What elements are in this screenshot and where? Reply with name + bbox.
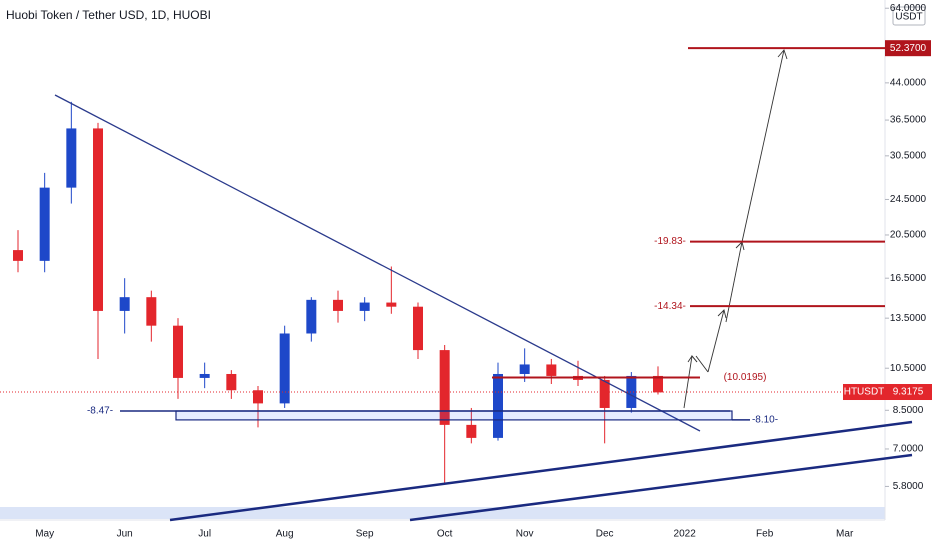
price-level-label: (10.0195): [724, 372, 767, 383]
candle-body: [599, 379, 610, 408]
date-range-highlight: [0, 507, 885, 519]
x-tick-label: Nov: [516, 529, 534, 540]
candle-body: [359, 302, 370, 311]
marks: [13, 101, 663, 484]
arrow: [741, 49, 785, 243]
candle-body: [66, 128, 77, 188]
price-level-label: -19.83-: [654, 236, 686, 247]
x-tick-label: May: [35, 529, 54, 540]
candle-body: [653, 375, 663, 393]
price-level-label: 52.3700: [890, 43, 927, 54]
support-zone: [175, 410, 733, 421]
y-tick-label: 5.8000: [893, 481, 924, 492]
candle-body: [413, 306, 423, 351]
support-trendline: [409, 453, 913, 522]
y-tick-label: 64.0000: [890, 3, 927, 14]
current-price-name: HTUSDT: [844, 387, 885, 398]
candle-body: [386, 302, 397, 307]
arrow-head: [717, 309, 727, 319]
y-tick-label: 44.0000: [890, 77, 927, 88]
candle-body: [119, 297, 130, 311]
currency-box[interactable]: [892, 6, 926, 26]
arrow: [695, 355, 709, 373]
x-tick-label: 2022: [674, 529, 697, 540]
y-tick-label: 36.5000: [890, 115, 927, 126]
candle-body: [253, 390, 263, 404]
y-tick-label: 24.5000: [890, 194, 927, 205]
x-tick-label: Oct: [437, 529, 453, 540]
candle-body: [146, 297, 157, 326]
current-price-value: 9.3175: [893, 387, 924, 398]
chart-title: Huobi Token / Tether USD, 1D, HUOBI: [6, 8, 211, 22]
candle-body: [13, 250, 23, 261]
y-tick-label: 8.5000: [893, 405, 924, 416]
price-level-label: -14.34-: [654, 301, 686, 312]
projection-arrows: [683, 49, 788, 409]
candle-body: [466, 424, 477, 438]
x-tick-label: Jun: [117, 529, 133, 540]
x-tick-label: Sep: [356, 529, 374, 540]
arrow: [725, 241, 743, 323]
candle-body: [279, 333, 290, 404]
x-tick-label: Jul: [198, 529, 211, 540]
y-tick-label: 10.5000: [890, 363, 927, 374]
price-level-label: -8.10-: [752, 415, 778, 426]
x-tick-label: Aug: [276, 529, 294, 540]
y-tick-label: 7.0000: [893, 444, 924, 455]
y-tick-label: 30.5000: [890, 150, 927, 161]
candle-body: [199, 373, 210, 378]
y-tick-label: 16.5000: [890, 273, 927, 284]
candle-body: [439, 350, 450, 425]
candle-body: [519, 364, 530, 374]
support-trendline: [169, 420, 913, 522]
candle-body: [93, 128, 103, 311]
arrow-head: [735, 241, 745, 251]
current-price-tag: [843, 384, 932, 401]
candle-body: [306, 299, 317, 334]
y-tick-label: 20.5000: [890, 230, 927, 241]
arrow: [707, 309, 725, 373]
candle-body: [546, 364, 557, 376]
candle-body: [493, 373, 503, 438]
candle-body: [39, 187, 50, 261]
candle-body: [626, 375, 637, 408]
currency-label: USDT: [895, 12, 922, 23]
price-level-tag: [885, 40, 931, 57]
price-level-label: -8.47-: [87, 406, 113, 417]
arrow-head: [777, 49, 788, 60]
x-tick-label: Mar: [836, 529, 854, 540]
arrow-head: [687, 355, 698, 363]
descending-trendline: [54, 94, 701, 432]
arrow: [683, 354, 698, 409]
candle-body: [173, 325, 183, 378]
candle-body: [333, 299, 343, 311]
x-tick-label: Dec: [596, 529, 614, 540]
x-tick-label: Feb: [756, 529, 774, 540]
candle-body: [226, 373, 237, 391]
y-tick-label: 13.5000: [890, 313, 927, 324]
